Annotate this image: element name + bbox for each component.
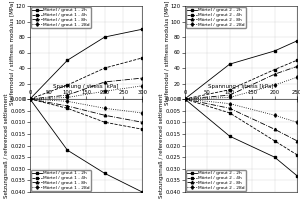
Line: Mörtel / grout 2 - 2h: Mörtel / grout 2 - 2h xyxy=(184,40,298,100)
Mörtel / grout 1 - 28d xyxy=(66,100,69,103)
Mörtel / grout 1 - 2h xyxy=(28,98,32,100)
Mörtel / grout 2 - 8h xyxy=(228,107,232,110)
Mörtel / grout 1 - 4h xyxy=(28,98,32,100)
Mörtel / grout 2 - 4h xyxy=(183,98,187,100)
Mörtel / grout 2 - 8h xyxy=(183,98,187,100)
Mörtel / grout 1 - 8h xyxy=(103,81,106,83)
Line: Mörtel / grout 2 - 4h: Mörtel / grout 2 - 4h xyxy=(184,98,298,156)
Mörtel / grout 2 - 28d xyxy=(273,84,276,86)
Mörtel / grout 2 - 4h xyxy=(295,59,299,61)
Mörtel / grout 1 - 28d xyxy=(66,96,69,99)
Mörtel / grout 1 - 4h xyxy=(66,107,69,110)
Mörtel / grout 1 - 8h xyxy=(66,105,69,107)
Mörtel / grout 2 - 8h xyxy=(273,73,276,75)
Mörtel / grout 1 - 8h xyxy=(66,94,69,96)
Line: Mörtel / grout 1 - 28d: Mörtel / grout 1 - 28d xyxy=(29,98,143,114)
Mörtel / grout 2 - 8h xyxy=(228,94,232,96)
Y-axis label: Setzungsmaß / referenced settlement: Setzungsmaß / referenced settlement xyxy=(159,93,164,198)
Line: Mörtel / grout 2 - 8h: Mörtel / grout 2 - 8h xyxy=(184,98,298,142)
Y-axis label: Steifemodul / stiffness modulus [MPa]: Steifemodul / stiffness modulus [MPa] xyxy=(164,0,169,105)
Mörtel / grout 1 - 2h xyxy=(103,172,106,175)
Mörtel / grout 1 - 4h xyxy=(66,84,69,86)
Mörtel / grout 2 - 2h xyxy=(228,135,232,137)
Mörtel / grout 2 - 28d xyxy=(295,76,299,78)
Mörtel / grout 1 - 28d xyxy=(28,98,32,100)
Mörtel / grout 2 - 4h xyxy=(273,140,276,142)
Mörtel / grout 2 - 2h xyxy=(273,156,276,158)
Legend: Mörtel / grout 1 - 2h, Mörtel / grout 1 - 4h, Mörtel / grout 1 - 8h, Mörtel / gr: Mörtel / grout 1 - 2h, Mörtel / grout 1 … xyxy=(31,7,91,28)
Mörtel / grout 1 - 2h xyxy=(103,36,106,38)
Line: Mörtel / grout 2 - 28d: Mörtel / grout 2 - 28d xyxy=(184,76,298,100)
Mörtel / grout 1 - 2h xyxy=(140,191,144,193)
Mörtel / grout 1 - 2h xyxy=(28,98,32,100)
Mörtel / grout 1 - 8h xyxy=(103,114,106,116)
Mörtel / grout 2 - 2h xyxy=(183,98,187,100)
Mörtel / grout 1 - 8h xyxy=(28,98,32,100)
Mörtel / grout 2 - 28d xyxy=(183,98,187,100)
Mörtel / grout 2 - 28d xyxy=(228,96,232,99)
Mörtel / grout 2 - 4h xyxy=(273,68,276,71)
Mörtel / grout 2 - 4h xyxy=(228,88,232,91)
Line: Mörtel / grout 1 - 2h: Mörtel / grout 1 - 2h xyxy=(29,28,143,100)
Mörtel / grout 1 - 2h xyxy=(140,28,144,30)
Mörtel / grout 1 - 4h xyxy=(28,98,32,100)
Mörtel / grout 1 - 28d xyxy=(28,98,32,100)
Line: Mörtel / grout 2 - 2h: Mörtel / grout 2 - 2h xyxy=(184,98,298,177)
Line: Mörtel / grout 2 - 28d: Mörtel / grout 2 - 28d xyxy=(184,98,298,123)
Line: Mörtel / grout 1 - 4h: Mörtel / grout 1 - 4h xyxy=(29,57,143,100)
Mörtel / grout 2 - 8h xyxy=(295,65,299,68)
Line: Mörtel / grout 1 - 4h: Mörtel / grout 1 - 4h xyxy=(29,98,143,130)
Mörtel / grout 1 - 8h xyxy=(140,77,144,79)
Mörtel / grout 1 - 8h xyxy=(28,98,32,100)
Mörtel / grout 2 - 4h xyxy=(183,98,187,100)
Mörtel / grout 2 - 2h xyxy=(295,40,299,42)
Mörtel / grout 2 - 2h xyxy=(295,175,299,177)
Mörtel / grout 1 - 28d xyxy=(140,85,144,87)
Mörtel / grout 2 - 4h xyxy=(228,112,232,114)
Line: Mörtel / grout 2 - 4h: Mörtel / grout 2 - 4h xyxy=(184,59,298,100)
Legend: Mörtel / grout 2 - 2h, Mörtel / grout 2 - 4h, Mörtel / grout 2 - 8h, Mörtel / gr: Mörtel / grout 2 - 2h, Mörtel / grout 2 … xyxy=(186,170,246,191)
Line: Mörtel / grout 1 - 2h: Mörtel / grout 1 - 2h xyxy=(29,98,143,193)
Mörtel / grout 1 - 28d xyxy=(140,112,144,114)
Mörtel / grout 2 - 8h xyxy=(295,140,299,142)
Mörtel / grout 1 - 4h xyxy=(103,121,106,123)
Y-axis label: Setzungsmaß / referenced settlement: Setzungsmaß / referenced settlement xyxy=(4,93,9,198)
Mörtel / grout 2 - 2h xyxy=(183,98,187,100)
Line: Mörtel / grout 1 - 8h: Mörtel / grout 1 - 8h xyxy=(29,77,143,100)
Mörtel / grout 2 - 28d xyxy=(273,114,276,116)
Mörtel / grout 1 - 28d xyxy=(103,90,106,92)
Legend: Mörtel / grout 1 - 2h, Mörtel / grout 1 - 4h, Mörtel / grout 1 - 8h, Mörtel / gr: Mörtel / grout 1 - 2h, Mörtel / grout 1 … xyxy=(31,170,91,191)
Mörtel / grout 2 - 2h xyxy=(273,50,276,52)
Mörtel / grout 1 - 8h xyxy=(140,121,144,123)
Line: Mörtel / grout 2 - 8h: Mörtel / grout 2 - 8h xyxy=(184,65,298,100)
Line: Mörtel / grout 1 - 28d: Mörtel / grout 1 - 28d xyxy=(29,85,143,100)
Mörtel / grout 2 - 8h xyxy=(273,128,276,130)
Mörtel / grout 1 - 28d xyxy=(103,107,106,110)
Mörtel / grout 1 - 4h xyxy=(140,128,144,130)
X-axis label: Spannung / stress [kPa]: Spannung / stress [kPa] xyxy=(208,84,274,89)
Mörtel / grout 1 - 4h xyxy=(103,67,106,69)
X-axis label: Spannung / stress [kPa]: Spannung / stress [kPa] xyxy=(53,84,119,89)
Line: Mörtel / grout 1 - 8h: Mörtel / grout 1 - 8h xyxy=(29,98,143,123)
Mörtel / grout 2 - 28d xyxy=(295,121,299,123)
Mörtel / grout 1 - 2h xyxy=(66,149,69,151)
Mörtel / grout 1 - 2h xyxy=(66,59,69,61)
Mörtel / grout 2 - 8h xyxy=(183,98,187,100)
Y-axis label: Steifemodul / stiffness modulus [MPa]: Steifemodul / stiffness modulus [MPa] xyxy=(9,0,14,105)
Mörtel / grout 2 - 28d xyxy=(183,98,187,100)
Mörtel / grout 1 - 4h xyxy=(140,57,144,59)
Mörtel / grout 2 - 4h xyxy=(295,154,299,156)
Legend: Mörtel / grout 2 - 2h, Mörtel / grout 2 - 4h, Mörtel / grout 2 - 8h, Mörtel / gr: Mörtel / grout 2 - 2h, Mörtel / grout 2 … xyxy=(186,7,246,28)
Mörtel / grout 2 - 2h xyxy=(228,63,232,65)
Mörtel / grout 2 - 28d xyxy=(228,102,232,105)
